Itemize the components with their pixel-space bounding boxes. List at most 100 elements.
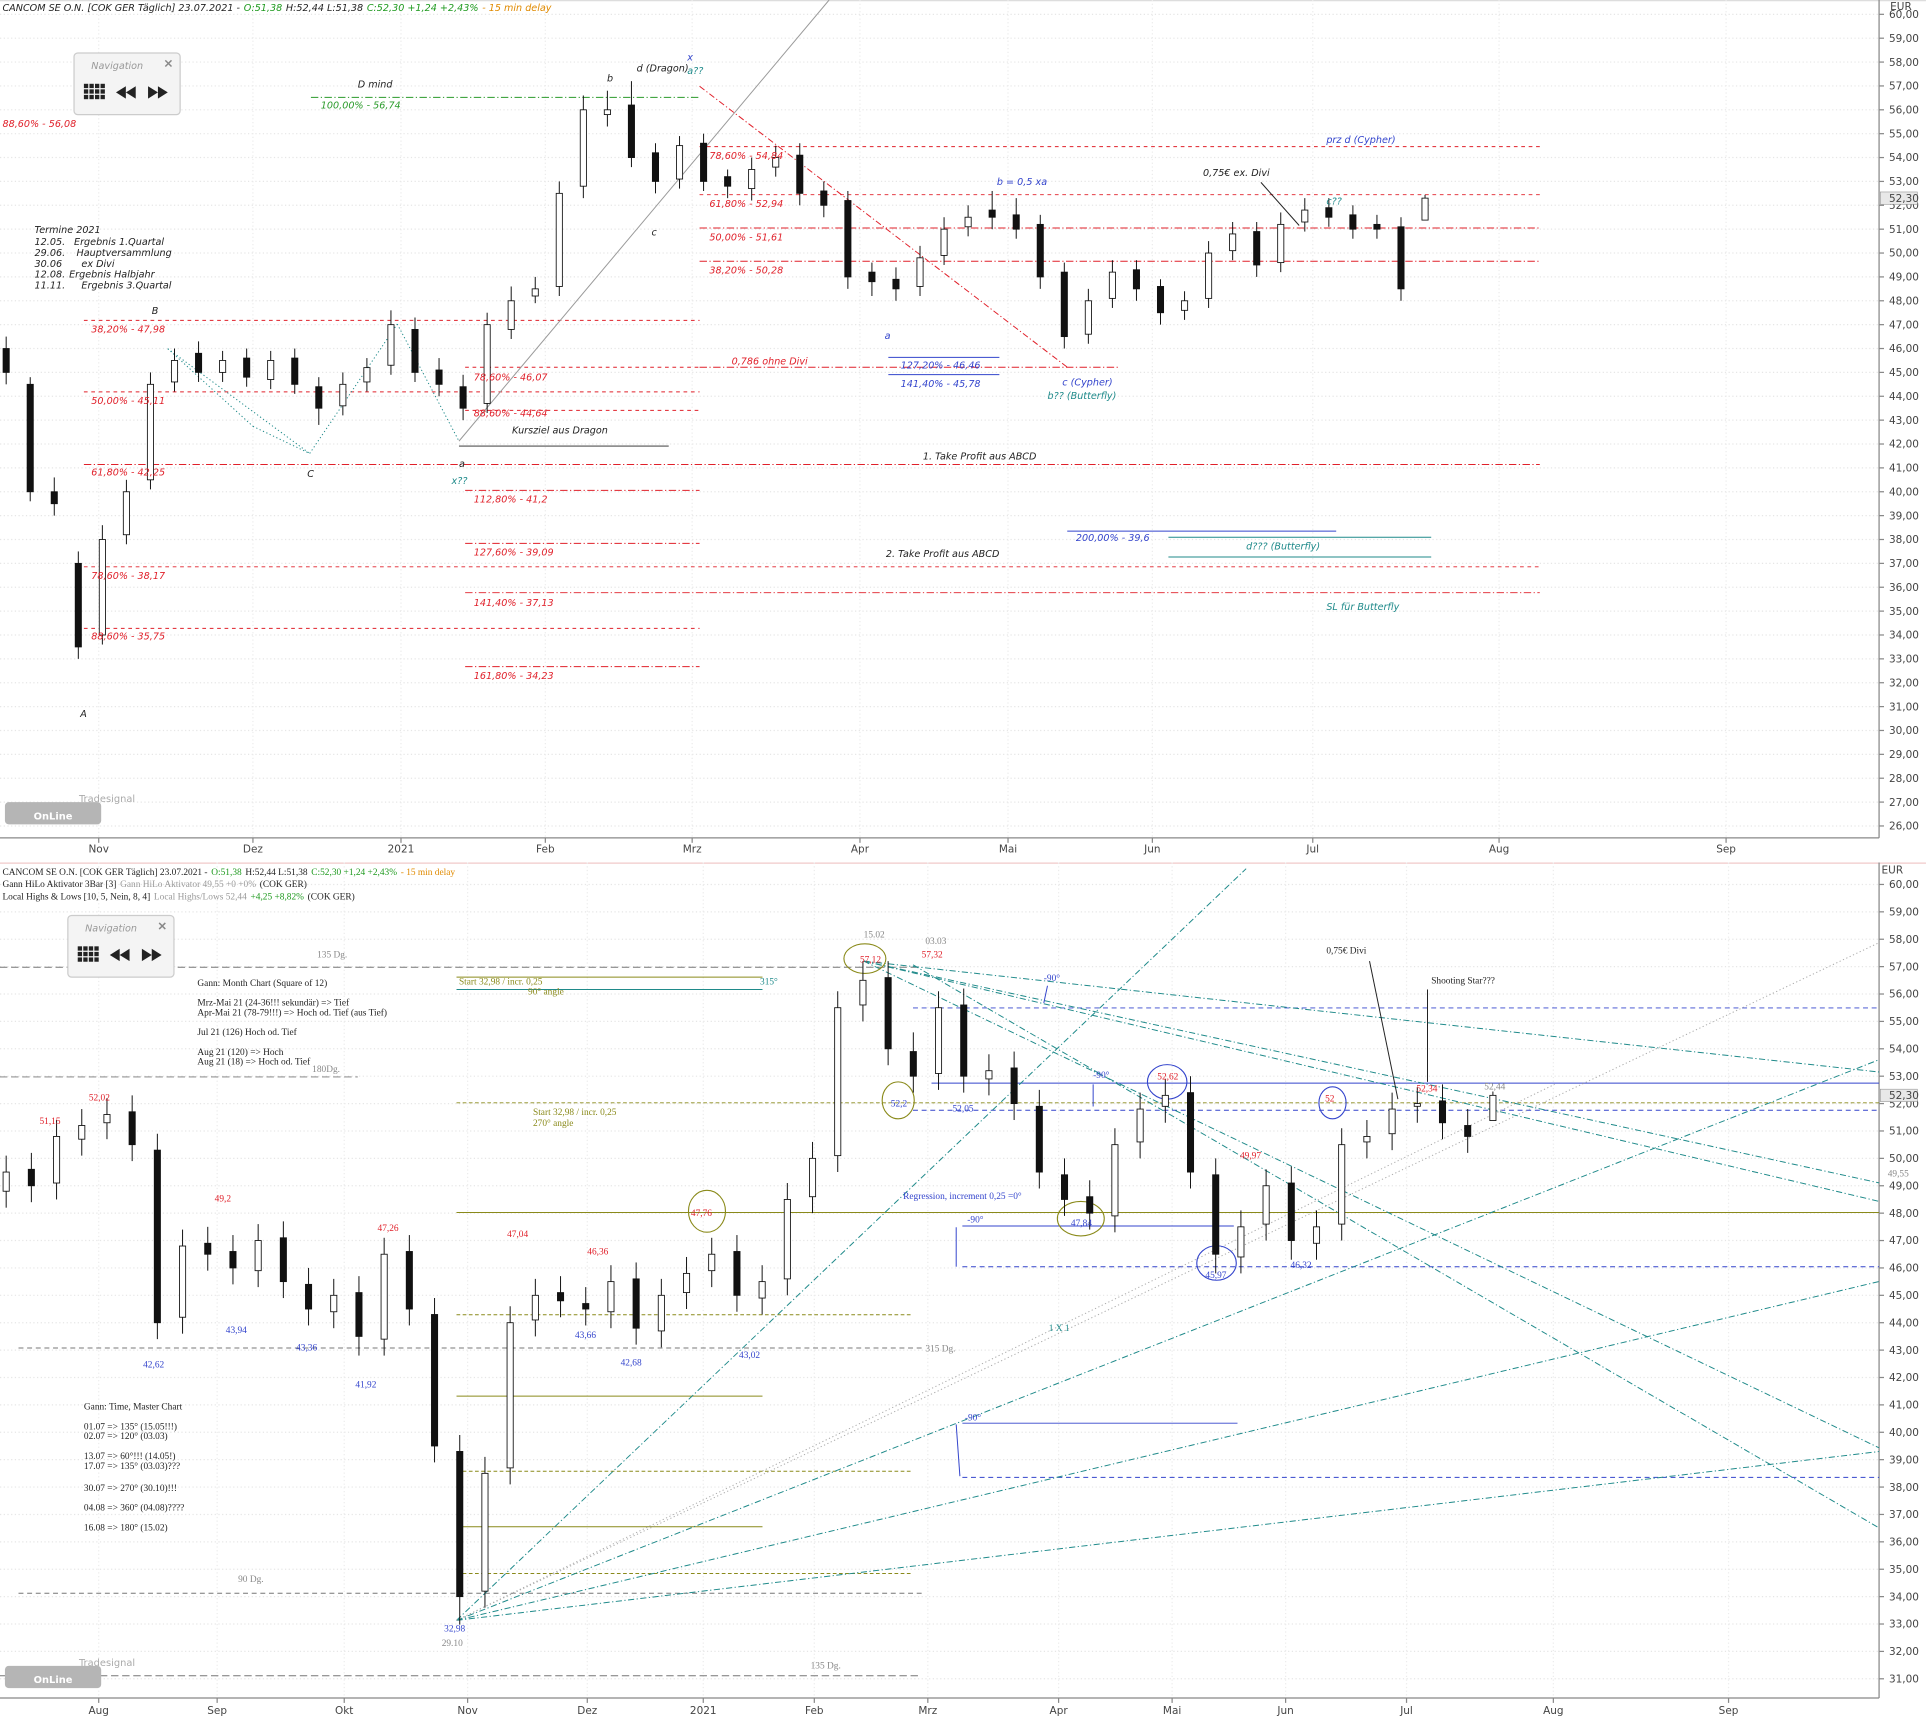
y-tick-label: 26,00 xyxy=(1889,821,1919,833)
candle-body xyxy=(98,539,106,636)
annotation: 43,66 xyxy=(575,1331,596,1341)
candle-body xyxy=(1086,1196,1094,1214)
candle-body xyxy=(53,1136,61,1184)
rewind-icon xyxy=(109,948,130,962)
candle-body xyxy=(387,324,395,366)
annotation: 112,80% - 41,2 xyxy=(474,495,548,506)
header-segment: CANCOM SE O.N. [COK GER Täglich] 23.07.2… xyxy=(2,3,240,14)
candle-body xyxy=(170,360,179,383)
y-tick-label: 53,00 xyxy=(1889,1071,1919,1083)
annotation: 0,786 ohne Divi xyxy=(732,357,808,368)
x-tick-label: Aug xyxy=(88,1705,108,1717)
header-segment: CANCOM SE O.N. [COK GER Täglich] 23.07.2… xyxy=(2,868,207,878)
candle-body xyxy=(27,1168,35,1187)
y-tick-label: 55,00 xyxy=(1889,128,1919,140)
grid-icon-cell xyxy=(77,957,83,962)
candle-body xyxy=(651,152,659,182)
annotation: Apr-Mai 21 (78-79!!!) => Hoch od. Tief (… xyxy=(197,1007,387,1018)
annotation: 29.10 xyxy=(442,1639,463,1649)
x-tick-label: Mrz xyxy=(683,844,702,856)
annotation: c?? xyxy=(1326,197,1341,208)
x-tick-label: Mai xyxy=(999,844,1017,856)
annotation: a xyxy=(885,331,891,342)
navigation-widget[interactable]: Navigation xyxy=(73,52,181,116)
annotation: 88,60% - 35,75 xyxy=(91,632,165,643)
y-tick-label: 51,00 xyxy=(1889,224,1919,236)
x-tick-label: Dez xyxy=(243,844,264,856)
candle-body xyxy=(26,383,34,493)
y-tick-label: 55,00 xyxy=(1889,1016,1919,1028)
annotation: 90° angle xyxy=(528,986,564,997)
y-tick-label: 59,00 xyxy=(1889,907,1919,919)
candle-body xyxy=(291,357,299,385)
y-tick-label: 38,00 xyxy=(1889,534,1919,546)
annotation: 100,00% - 56,74 xyxy=(321,100,401,111)
grid-icon-cell xyxy=(89,89,94,94)
logo: Tradesignal OnLine xyxy=(4,1658,135,1689)
y-tick-label: 37,00 xyxy=(1889,558,1919,570)
trend-line xyxy=(456,1083,1555,1621)
candle-body xyxy=(700,142,708,182)
annotation: Regression, increment 0,25 =0° xyxy=(903,1191,1022,1202)
last-price-tag xyxy=(1880,1088,1918,1102)
annotation: 57,12 xyxy=(860,955,881,965)
annotation: 41,92 xyxy=(355,1380,376,1390)
candle-body xyxy=(892,278,900,290)
candle-body xyxy=(859,979,867,1006)
header-segment: C:52,30 +1,24 +2,43% xyxy=(367,3,479,14)
trend-line xyxy=(252,425,310,454)
y-unit: EUR xyxy=(1890,1,1912,13)
trend-line xyxy=(699,85,1068,368)
x-tick-label: Jul xyxy=(1399,1705,1413,1717)
y-tick-label: 47,00 xyxy=(1889,1235,1919,1247)
candle-body xyxy=(809,1157,817,1198)
trend-line xyxy=(458,0,830,442)
y-tick-label: 41,00 xyxy=(1889,463,1919,475)
trend-line xyxy=(863,960,1880,1202)
schedule-event: Ergebnis 3.Quartal xyxy=(81,281,171,292)
annotation: 49,2 xyxy=(215,1194,232,1204)
candle-body xyxy=(339,383,347,407)
annotation: Gann: Time, Master Chart xyxy=(84,1403,183,1413)
grid-icon-cell xyxy=(94,957,99,962)
candle-body xyxy=(985,1070,993,1080)
y-tick-label: 44,00 xyxy=(1889,1317,1919,1329)
candle-body xyxy=(676,145,684,180)
annotation: 161,80% - 34,23 xyxy=(474,671,554,682)
candle-body xyxy=(1413,1103,1421,1107)
annotation: 2. Take Profit aus ABCD xyxy=(886,549,1000,560)
y-tick-label: 59,00 xyxy=(1889,33,1919,45)
annotation: -90° xyxy=(1093,1070,1109,1081)
candle-body xyxy=(195,352,203,373)
candle-body xyxy=(481,1472,489,1592)
y-tick-label: 43,00 xyxy=(1889,415,1919,427)
y-unit: EUR xyxy=(1882,865,1904,877)
candle-body xyxy=(1363,1136,1371,1143)
candle-body xyxy=(834,1007,842,1157)
logo-brand: Tradesignal xyxy=(78,794,135,805)
candle-body xyxy=(1277,223,1285,264)
y-tick-label: 54,00 xyxy=(1889,1044,1919,1056)
candle-body xyxy=(657,1294,665,1332)
annotation: 0,75€ Divi xyxy=(1326,947,1366,957)
schedule-event: Ergebnis 1.Quartal xyxy=(74,237,164,248)
x-tick-label: 2021 xyxy=(690,1705,717,1717)
trend-line xyxy=(309,323,398,454)
annotation: 50,00% - 45,11 xyxy=(91,396,165,407)
annotation: d??? (Butterfly) xyxy=(1246,542,1320,553)
y-tick-label: 32,00 xyxy=(1889,1646,1919,1658)
candle-body xyxy=(1060,271,1068,338)
annotation: 47,76 xyxy=(691,1209,712,1219)
x-tick-label: Aug xyxy=(1489,844,1509,856)
x-tick-label: Nov xyxy=(457,1705,477,1717)
last-price-tag xyxy=(1880,191,1918,205)
navigation-widget[interactable]: Navigation xyxy=(67,914,175,978)
y-tick-label: 46,00 xyxy=(1889,343,1919,355)
candle-body xyxy=(909,1051,917,1077)
annotation: Shooting Star??? xyxy=(1431,976,1495,986)
schedule-event: ex Divi xyxy=(81,259,114,270)
candle-body xyxy=(1108,271,1116,299)
x-tick-label: Mai xyxy=(1163,1705,1181,1717)
annotation: Kursziel aus Dragon xyxy=(512,426,608,437)
y-tick-label: 52,00 xyxy=(1889,200,1919,212)
